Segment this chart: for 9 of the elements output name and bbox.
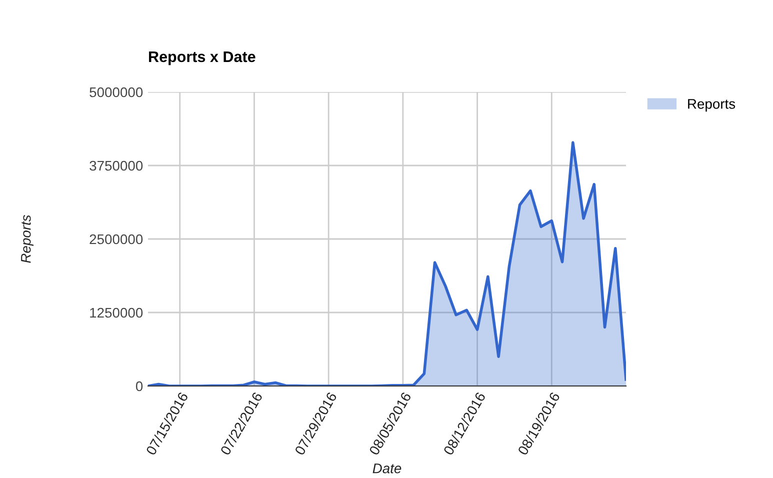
x-axis-title: Date [372,464,402,474]
y-tick-label: 1250000 [90,308,143,318]
legend-label: Reports [688,99,736,112]
y-tick-label: 3750000 [90,160,143,171]
chart-title: Reports x Date [149,51,256,66]
y-tick-label: 5000000 [90,87,143,98]
y-tick-label: 2500000 [90,234,143,244]
y-tick-label: 0 [136,381,143,392]
y-axis-title: Reports [21,214,34,263]
